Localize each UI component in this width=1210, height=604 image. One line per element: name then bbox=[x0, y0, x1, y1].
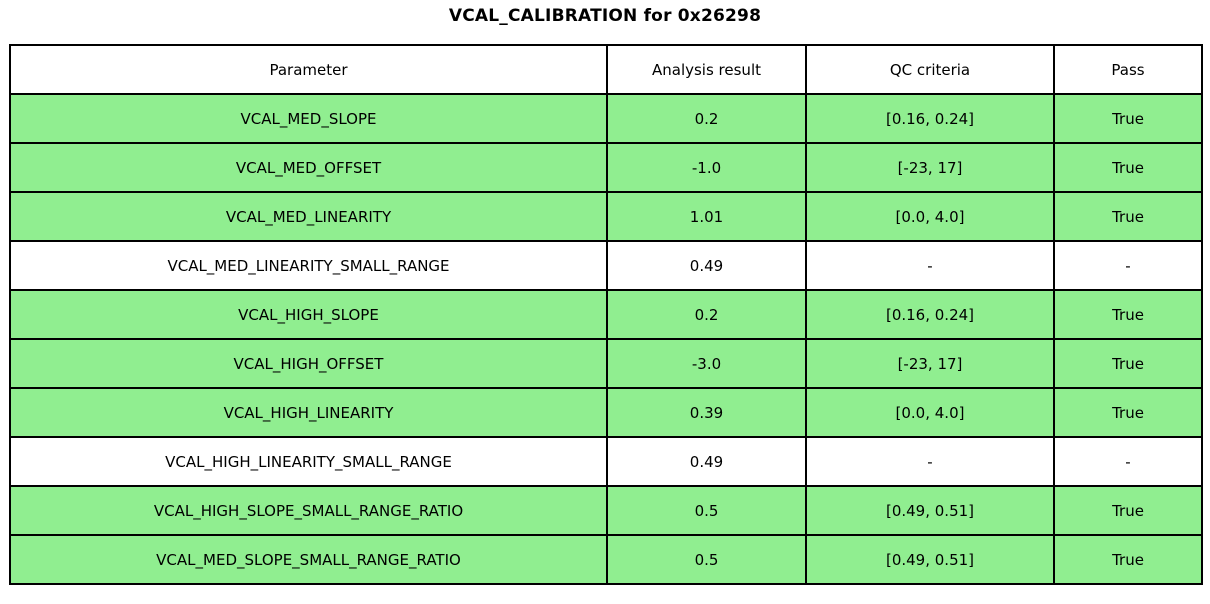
cell-analysis-result: 0.49 bbox=[606, 240, 807, 291]
cell-pass: True bbox=[1053, 338, 1203, 389]
col-header-parameter: Parameter bbox=[9, 44, 608, 95]
cell-qc-criteria: [0.49, 0.51] bbox=[805, 534, 1055, 585]
cell-parameter: VCAL_HIGH_LINEARITY bbox=[9, 387, 608, 438]
cell-analysis-result: 0.49 bbox=[606, 436, 807, 487]
cell-pass: True bbox=[1053, 93, 1203, 144]
cell-qc-criteria: [0.16, 0.24] bbox=[805, 289, 1055, 340]
cell-parameter: VCAL_HIGH_OFFSET bbox=[9, 338, 608, 389]
cell-pass: - bbox=[1053, 240, 1203, 291]
cell-analysis-result: 0.5 bbox=[606, 534, 807, 585]
cell-pass: True bbox=[1053, 142, 1203, 193]
cell-qc-criteria: [-23, 17] bbox=[805, 338, 1055, 389]
cell-analysis-result: 0.2 bbox=[606, 93, 807, 144]
cell-qc-criteria: [0.0, 4.0] bbox=[805, 387, 1055, 438]
cell-pass: True bbox=[1053, 534, 1203, 585]
cell-parameter: VCAL_MED_LINEARITY bbox=[9, 191, 608, 242]
cell-parameter: VCAL_MED_OFFSET bbox=[9, 142, 608, 193]
table-row: VCAL_MED_OFFSET -1.0 [-23, 17] True bbox=[9, 142, 1203, 193]
cell-analysis-result: 0.2 bbox=[606, 289, 807, 340]
cell-pass: - bbox=[1053, 436, 1203, 487]
cell-analysis-result: 0.5 bbox=[606, 485, 807, 536]
header-row: Parameter Analysis result QC criteria Pa… bbox=[9, 44, 1203, 95]
cell-parameter: VCAL_MED_SLOPE bbox=[9, 93, 608, 144]
cell-qc-criteria: [0.49, 0.51] bbox=[805, 485, 1055, 536]
cell-qc-criteria: [0.16, 0.24] bbox=[805, 93, 1055, 144]
cell-pass: True bbox=[1053, 485, 1203, 536]
cell-parameter: VCAL_HIGH_LINEARITY_SMALL_RANGE bbox=[9, 436, 608, 487]
qc-results-table: Parameter Analysis result QC criteria Pa… bbox=[9, 44, 1203, 585]
table-row: VCAL_MED_SLOPE_SMALL_RANGE_RATIO 0.5 [0.49… bbox=[9, 534, 1203, 585]
col-header-analysis-result: Analysis result bbox=[606, 44, 807, 95]
table-row: VCAL_HIGH_OFFSET -3.0 [-23, 17] True bbox=[9, 338, 1203, 389]
cell-qc-criteria: [0.0, 4.0] bbox=[805, 191, 1055, 242]
table-row: VCAL_HIGH_SLOPE 0.2 [0.16, 0.24] True bbox=[9, 289, 1203, 340]
cell-parameter: VCAL_MED_LINEARITY_SMALL_RANGE bbox=[9, 240, 608, 291]
cell-qc-criteria: - bbox=[805, 436, 1055, 487]
cell-pass: True bbox=[1053, 289, 1203, 340]
table-header: Parameter Analysis result QC criteria Pa… bbox=[9, 44, 1203, 95]
table-body: VCAL_MED_SLOPE 0.2 [0.16, 0.24] True VCAL_ME… bbox=[9, 93, 1203, 585]
cell-pass: True bbox=[1053, 387, 1203, 438]
cell-pass: True bbox=[1053, 191, 1203, 242]
cell-analysis-result: 0.39 bbox=[606, 387, 807, 438]
table-row: VCAL_MED_LINEARITY_SMALL_RANGE 0.49- - bbox=[9, 240, 1203, 291]
col-header-pass: Pass bbox=[1053, 44, 1203, 95]
table-row: VCAL_HIGH_LINEARITY_SMALL_RANGE 0.49- - bbox=[9, 436, 1203, 487]
table-row: VCAL_HIGH_SLOPE_SMALL_RANGE_RATIO 0.5 [0.4… bbox=[9, 485, 1203, 536]
table-row: VCAL_HIGH_LINEARITY 0.39 [0.0, 4.0] True bbox=[9, 387, 1203, 438]
cell-analysis-result: 1.01 bbox=[606, 191, 807, 242]
cell-parameter: VCAL_MED_SLOPE_SMALL_RANGE_RATIO bbox=[9, 534, 608, 585]
table-row: VCAL_MED_SLOPE 0.2 [0.16, 0.24] True bbox=[9, 93, 1203, 144]
cell-qc-criteria: - bbox=[805, 240, 1055, 291]
page-title: VCAL_CALIBRATION for 0x26298 bbox=[448, 6, 762, 26]
cell-parameter: VCAL_HIGH_SLOPE_SMALL_RANGE_RATIO bbox=[9, 485, 608, 536]
col-header-qc-criteria: QC criteria bbox=[805, 44, 1055, 95]
cell-qc-criteria: [-23, 17] bbox=[805, 142, 1055, 193]
cell-analysis-result: -3.0 bbox=[606, 338, 807, 389]
cell-parameter: VCAL_HIGH_SLOPE bbox=[9, 289, 608, 340]
table-row: VCAL_MED_LINEARITY 1.01 [0.0, 4.0] True bbox=[9, 191, 1203, 242]
cell-analysis-result: -1.0 bbox=[606, 142, 807, 193]
